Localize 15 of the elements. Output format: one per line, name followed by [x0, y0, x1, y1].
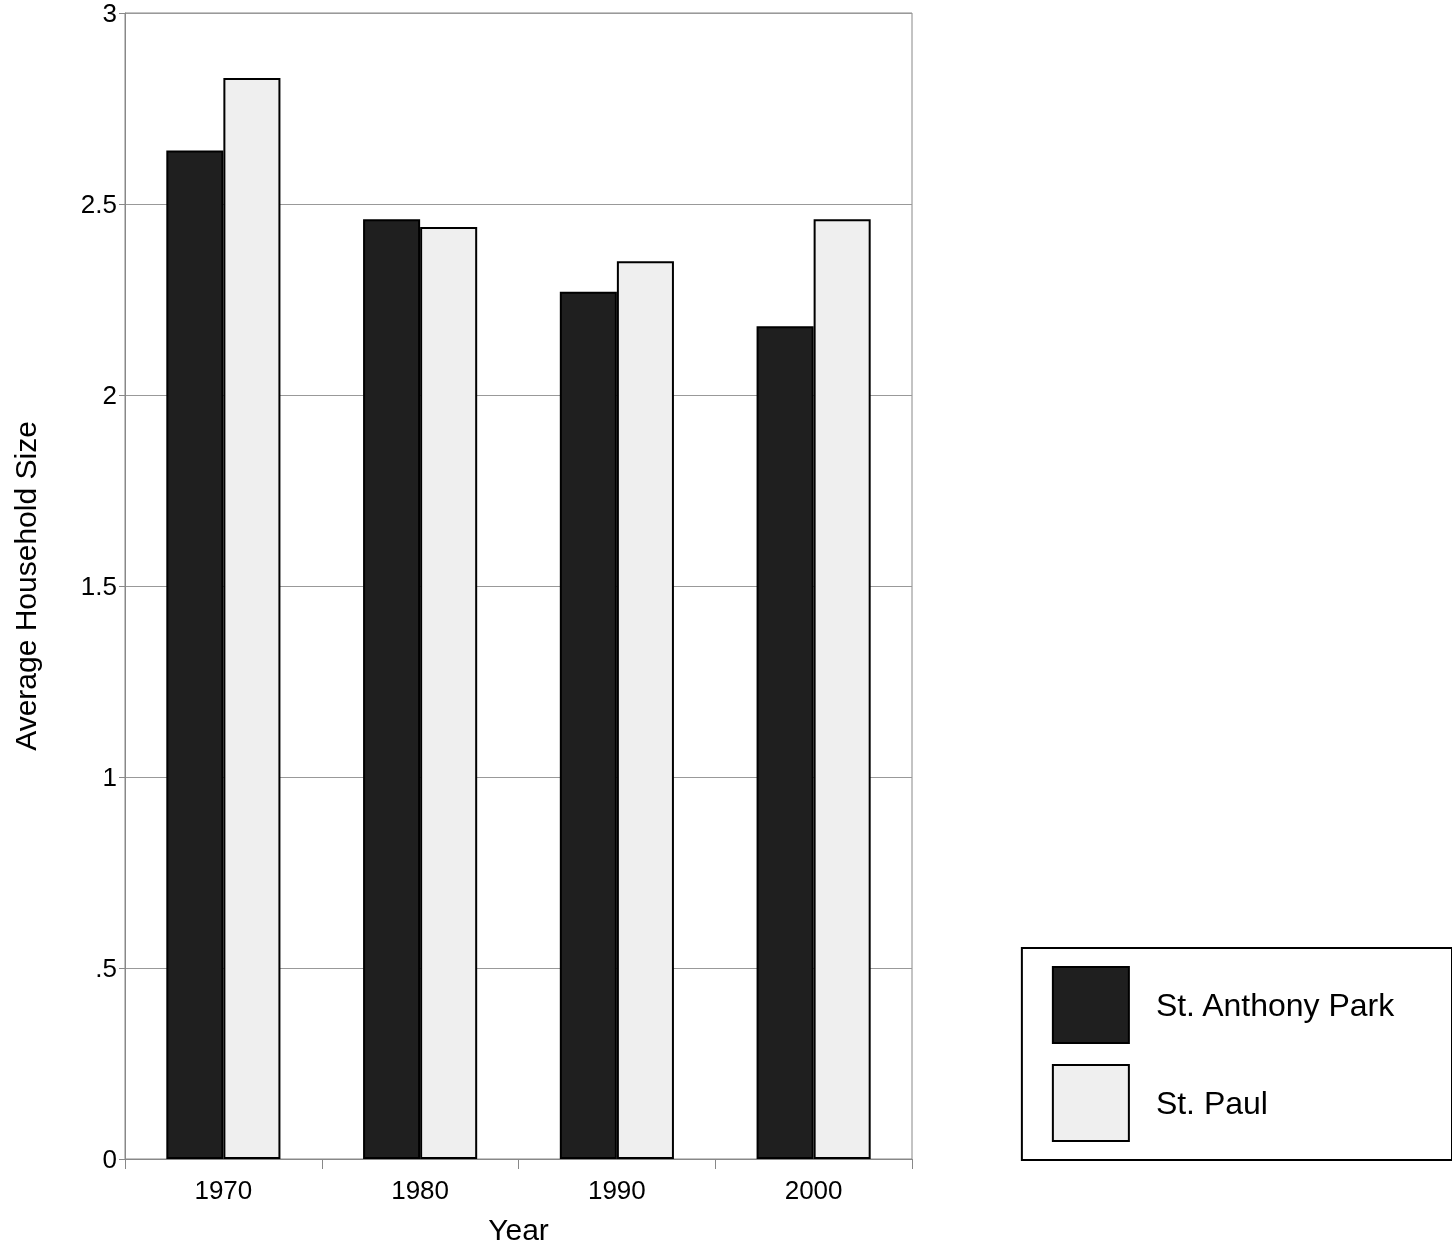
y-tick-label: 0 — [102, 1144, 117, 1174]
y-tick-label: 1 — [102, 762, 117, 792]
x-tick-label: 1970 — [194, 1175, 253, 1205]
x-axis-title: Year — [488, 1212, 549, 1246]
y-tick-label: 2 — [102, 380, 117, 410]
y-tick-label: 3 — [102, 0, 117, 28]
y-tick-label: 1.5 — [80, 571, 117, 601]
y-axis-title: Average Household Size — [8, 421, 42, 751]
x-tick-label: 1980 — [391, 1175, 450, 1205]
x-tick-label: 2000 — [784, 1175, 843, 1205]
y-tick-label: .5 — [95, 953, 117, 983]
y-tick-label: 2.5 — [80, 189, 117, 219]
legend-label: St. Anthony Park — [1155, 987, 1396, 1023]
x-tick-label: 1990 — [587, 1175, 646, 1205]
legend-label: St. Paul — [1155, 1085, 1268, 1121]
